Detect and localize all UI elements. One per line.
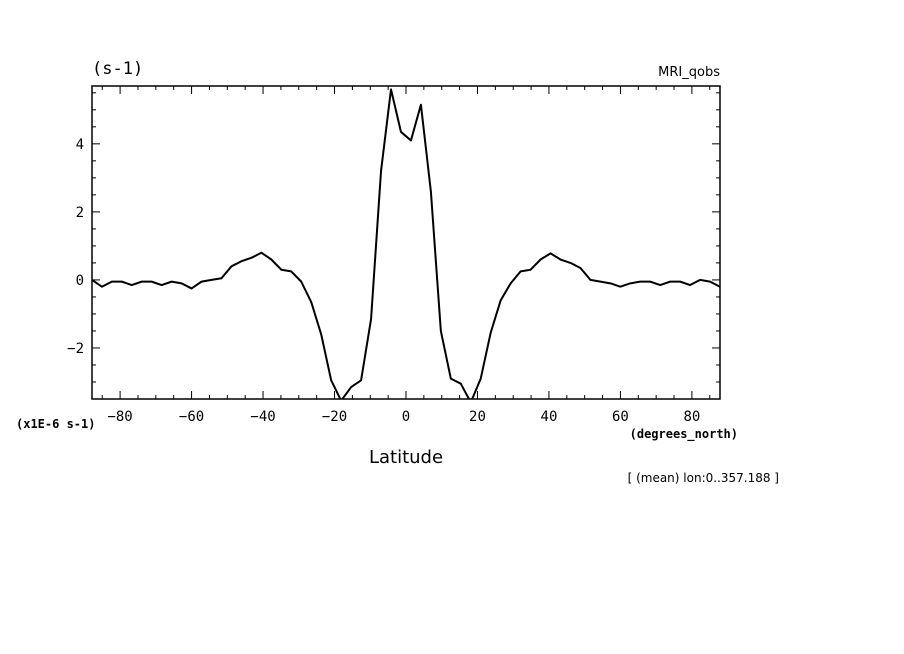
chart-title: (s-1) (92, 59, 143, 79)
x-units-label: (degrees_north) (630, 427, 738, 442)
x-axis-label: Latitude (369, 447, 443, 468)
x-tick-label: 40 (541, 409, 558, 425)
y-tick-label: 2 (76, 205, 84, 221)
footnote: [ (mean) lon:0..357.188 ] (628, 471, 779, 485)
plot-frame (91, 85, 721, 400)
y-axis: −2 0 2 4 (67, 92, 720, 400)
x-tick-label: 0 (402, 409, 410, 425)
x-tick-label: −60 (179, 409, 204, 425)
x-axis: −80 −60 −40 −20 0 20 40 60 80 (101, 86, 711, 425)
x-tick-label: 20 (469, 409, 486, 425)
x-tick-label: 80 (683, 409, 700, 425)
x-tick-label: 60 (612, 409, 629, 425)
y-scale-label: (x1E-6 s-1) (16, 417, 95, 431)
x-tick-label: −80 (107, 409, 132, 425)
x-tick-label: −20 (322, 409, 347, 425)
dataset-label: MRI_qobs (658, 65, 720, 80)
y-tick-label: 0 (76, 273, 84, 289)
y-tick-label: 4 (76, 137, 84, 153)
series-group (92, 88, 720, 399)
y-tick-label: −2 (67, 341, 84, 357)
x-tick-label: −40 (250, 409, 275, 425)
series-line (92, 88, 720, 399)
